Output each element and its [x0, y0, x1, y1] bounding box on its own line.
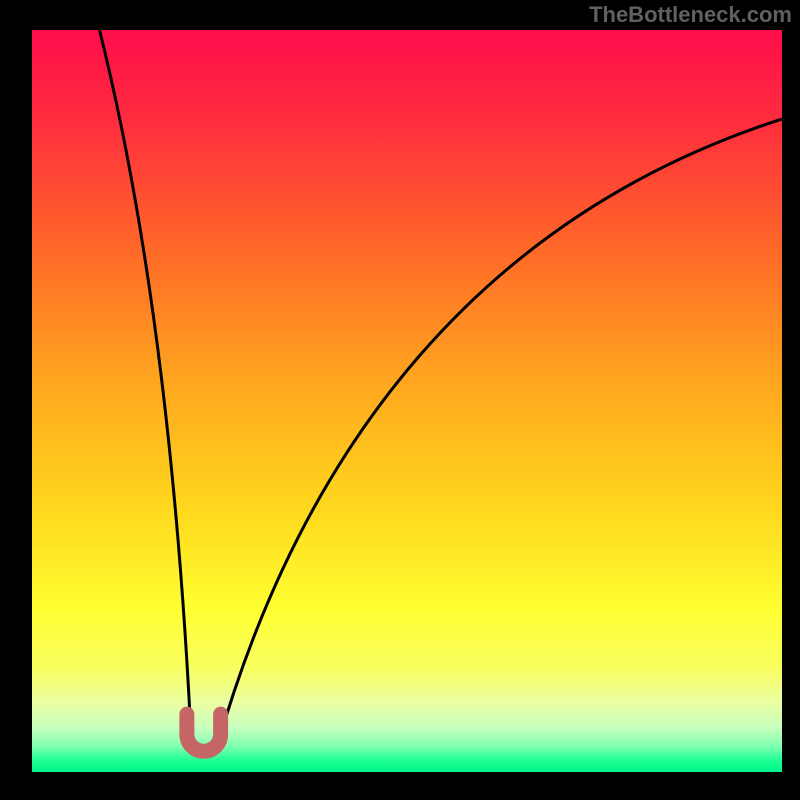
bottleneck-chart [0, 0, 800, 800]
chart-frame [0, 0, 800, 800]
watermark-text: TheBottleneck.com [589, 2, 792, 28]
